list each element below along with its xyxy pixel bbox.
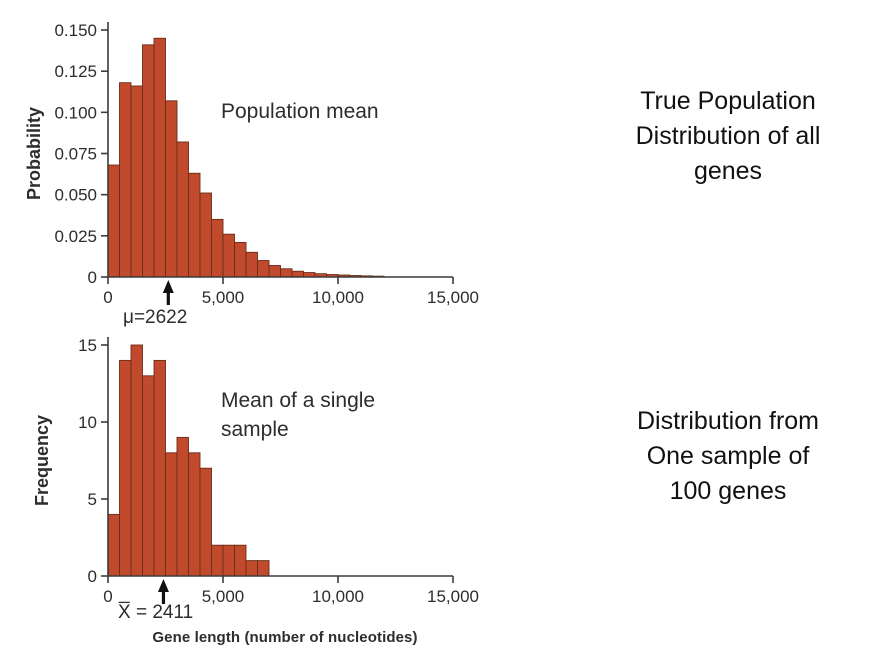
histogram-bar bbox=[268, 265, 281, 278]
mean-arrow-head bbox=[157, 579, 169, 592]
chart-title: Population mean bbox=[221, 100, 379, 123]
mean-arrow-head bbox=[162, 280, 174, 293]
caption-true-population: True Population Distribution of all gene… bbox=[635, 87, 821, 185]
histogram-bar bbox=[107, 164, 120, 278]
y-tick-label: 0.025 bbox=[54, 227, 97, 246]
x-tick-label: 0 bbox=[103, 288, 112, 307]
histogram-bar bbox=[291, 270, 304, 278]
population-histogram: 0 0.025 0.050 0.075 0.100 0.125 0.150 0 5,000 10,… bbox=[24, 21, 479, 328]
y-tick-label: 0.075 bbox=[54, 145, 97, 164]
histogram-bar bbox=[176, 141, 189, 278]
x-axis-label: Gene length (number of nucleotides) bbox=[152, 629, 418, 646]
histogram-bar bbox=[142, 375, 155, 577]
sample-histogram: 0 5 10 15 0 5,000 10,000 15,000 Frequency Mean of… bbox=[32, 336, 479, 623]
chart-title: Mean of a single bbox=[221, 389, 375, 412]
histogram-bar bbox=[119, 359, 132, 577]
x-tick-label: 15,000 bbox=[427, 288, 479, 307]
y-tick-label: 15 bbox=[78, 336, 97, 355]
y-tick-label: 0 bbox=[88, 567, 97, 586]
x-tick-label: 0 bbox=[103, 587, 112, 606]
histogram-bar bbox=[257, 260, 270, 278]
histogram-bar bbox=[245, 560, 258, 577]
histogram-bar bbox=[153, 37, 166, 278]
histogram-bar bbox=[199, 467, 212, 577]
histogram-bar bbox=[199, 192, 212, 278]
histogram-bar bbox=[130, 85, 143, 278]
histogram-bar bbox=[176, 436, 189, 577]
histogram-bar bbox=[222, 544, 235, 577]
histogram-bar bbox=[153, 359, 166, 577]
x-tick-label: 10,000 bbox=[312, 587, 364, 606]
y-tick-label: 0.125 bbox=[54, 62, 97, 81]
x-tick-label: 15,000 bbox=[427, 587, 479, 606]
y-tick-label: 0.100 bbox=[54, 103, 97, 122]
y-tick-label: 0 bbox=[88, 268, 97, 287]
histogram-bar bbox=[188, 452, 201, 577]
histogram-bar bbox=[165, 100, 178, 278]
histogram-bar bbox=[245, 251, 258, 278]
histogram-bar bbox=[107, 513, 120, 577]
x-tick-label: 5,000 bbox=[202, 587, 245, 606]
histogram-bar bbox=[142, 44, 155, 278]
histogram-bar bbox=[165, 452, 178, 577]
y-axis-label: Frequency bbox=[32, 415, 52, 506]
y-tick-label: 5 bbox=[88, 490, 97, 509]
histogram-bar bbox=[119, 82, 132, 278]
histogram-bar bbox=[234, 241, 247, 278]
histogram-bar bbox=[234, 544, 247, 577]
histogram-bar bbox=[130, 344, 143, 577]
y-tick-label: 10 bbox=[78, 413, 97, 432]
y-tick-label: 0.050 bbox=[54, 186, 97, 205]
caption-one-sample: Distribution from One sample of 100 gene… bbox=[637, 407, 819, 505]
x-tick-label: 10,000 bbox=[312, 288, 364, 307]
y-axis-label: Probability bbox=[24, 107, 44, 200]
histogram-bar bbox=[188, 172, 201, 278]
y-tick-label: 0.150 bbox=[54, 21, 97, 40]
histogram-bar bbox=[211, 218, 224, 278]
x-tick-label: 5,000 bbox=[202, 288, 245, 307]
chart-title: sample bbox=[221, 418, 289, 441]
histogram-bar bbox=[257, 560, 270, 577]
histogram-bar bbox=[280, 268, 293, 278]
mean-label: X̅ = 2411 bbox=[118, 602, 193, 623]
histogram-bar bbox=[222, 233, 235, 278]
histogram-bar bbox=[211, 544, 224, 577]
mean-label: μ=2622 bbox=[123, 307, 187, 328]
